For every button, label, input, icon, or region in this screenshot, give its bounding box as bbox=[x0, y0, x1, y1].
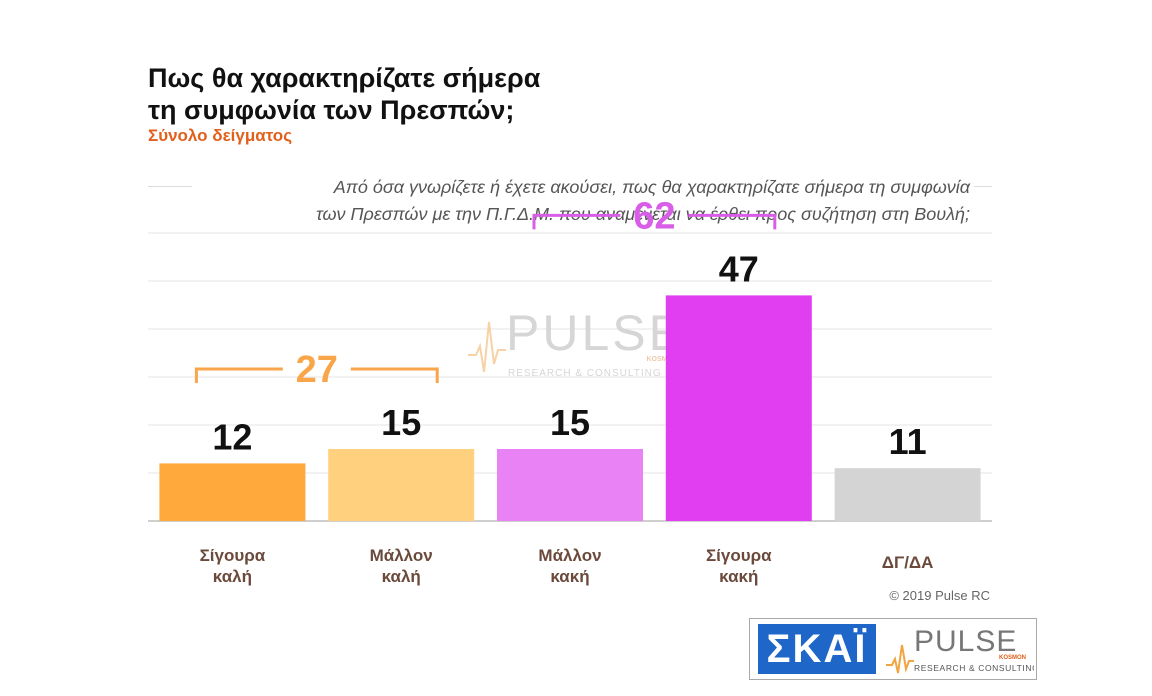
bar bbox=[665, 295, 812, 521]
group-bracket-right bbox=[688, 213, 777, 230]
title-line-1: Πως θα χαρακτηρίζατε σήμερα bbox=[148, 63, 541, 93]
logos-box: ΣΚΑΪ PULSE KOSMON RESEARCH & CONSULTING bbox=[749, 618, 1037, 680]
bar bbox=[834, 468, 981, 521]
bar bbox=[328, 449, 475, 521]
group-bracket-right bbox=[350, 367, 439, 383]
question-divider-left bbox=[148, 186, 192, 187]
pulse-logo-small: KOSMON bbox=[999, 655, 1026, 661]
category-label: Σίγουρα bbox=[706, 546, 772, 565]
watermark-name: PULSE bbox=[506, 305, 685, 361]
chart-subtitle: Σύνολο δείγματος bbox=[148, 126, 293, 145]
data-labels: 12 15 15 47 11 bbox=[212, 248, 926, 462]
category-labels: Σίγουρα καλή Μάλλον καλή Μάλλον κακή Σίγουρα κα… bbox=[200, 546, 934, 586]
bar bbox=[159, 463, 306, 521]
category-label: Μάλλον bbox=[370, 546, 433, 565]
group-bracket-left bbox=[194, 367, 283, 383]
bar-value-label: 12 bbox=[212, 416, 252, 457]
group-brackets: 27 62 bbox=[194, 195, 777, 391]
category-label: καλή bbox=[213, 567, 252, 586]
category-label: κακή bbox=[719, 567, 758, 586]
category-label: καλή bbox=[382, 567, 421, 586]
group-bracket-left bbox=[532, 213, 621, 230]
category-label: ΔΓ/ΔΑ bbox=[882, 553, 934, 572]
watermark-wave-icon bbox=[468, 321, 506, 373]
group-total-label: 62 bbox=[633, 195, 675, 237]
pulse-logo-name: PULSE bbox=[914, 625, 1017, 658]
skai-logo: ΣΚΑΪ bbox=[758, 624, 876, 674]
title-line-2: τη συμφωνία των Πρεσπών; bbox=[148, 95, 515, 125]
question-divider-right bbox=[974, 186, 992, 187]
question-line-2: των Πρεσπών με την Π.Γ.Δ.Μ. που αναμένετ… bbox=[316, 204, 970, 224]
group-total-label: 27 bbox=[296, 349, 338, 391]
bar-value-label: 11 bbox=[889, 421, 927, 462]
pulse-wave-icon bbox=[886, 644, 914, 674]
watermark-tagline: RESEARCH & CONSULTING bbox=[508, 368, 662, 379]
bar-value-label: 47 bbox=[719, 248, 759, 289]
bars bbox=[159, 295, 981, 521]
bar bbox=[497, 449, 643, 521]
watermark-small: KOSMON bbox=[647, 356, 679, 363]
bar-value-label: 15 bbox=[381, 402, 421, 443]
question-line-1: Από όσα γνωρίζετε ή έχετε ακούσει, πως θ… bbox=[333, 177, 970, 197]
bar-value-label: 15 bbox=[550, 402, 590, 443]
survey-question: Από όσα γνωρίζετε ή έχετε ακούσει, πως θ… bbox=[190, 174, 970, 228]
category-label: κακή bbox=[550, 567, 589, 586]
pulse-logo-tagline: RESEARCH & CONSULTING bbox=[914, 663, 1034, 673]
chart-title: Πως θα χαρακτηρίζατε σήμερα τη συμφωνία … bbox=[148, 62, 540, 126]
copyright-notice: © 2019 Pulse RC bbox=[889, 588, 990, 603]
category-label: Μάλλον bbox=[538, 546, 601, 565]
category-label: Σίγουρα bbox=[200, 546, 266, 565]
pulse-logo: PULSE KOSMON RESEARCH & CONSULTING bbox=[886, 625, 1034, 674]
